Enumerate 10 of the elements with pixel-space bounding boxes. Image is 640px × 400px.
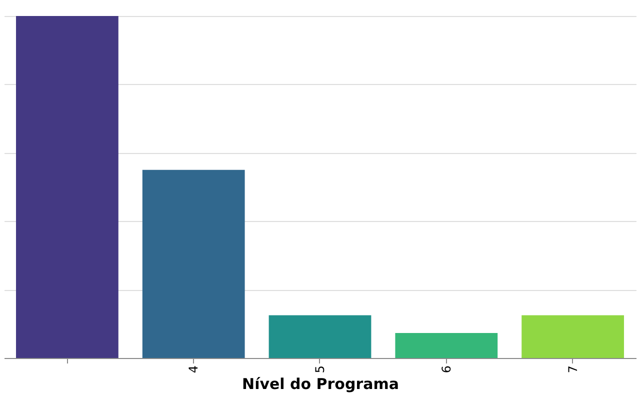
bar bbox=[395, 333, 498, 358]
bar bbox=[268, 315, 372, 358]
x-axis-title: Nível do Programa bbox=[242, 375, 399, 394]
bar bbox=[522, 315, 624, 358]
x-tick-label: 5 bbox=[313, 366, 327, 374]
x-tick-label: 6 bbox=[439, 366, 454, 374]
bar bbox=[142, 170, 245, 358]
x-tick-label: 4 bbox=[186, 366, 201, 374]
x-tick-label: 7 bbox=[566, 366, 580, 374]
bar bbox=[16, 16, 118, 358]
